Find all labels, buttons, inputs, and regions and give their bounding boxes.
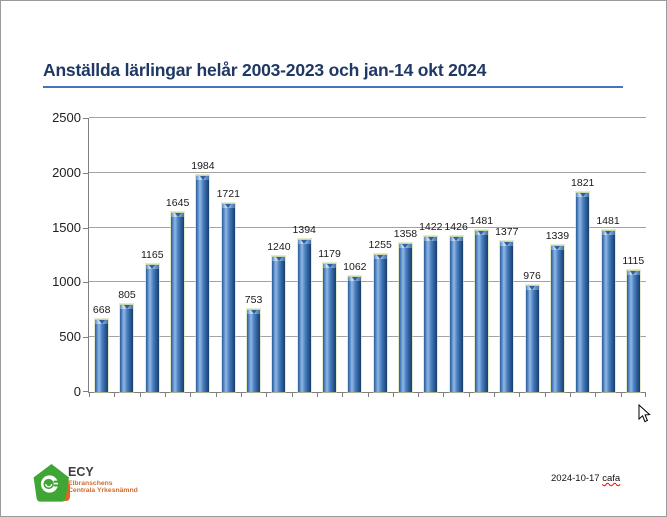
x-axis-tick (216, 392, 217, 397)
bar-value-label: 1821 (571, 177, 595, 189)
logo-subtext-line1: Elbranschens (68, 480, 113, 487)
bar-value-label: 1426 (444, 221, 468, 233)
bar-value-label: 668 (92, 304, 111, 316)
bar-2003 (95, 319, 109, 392)
bar-2020 (525, 285, 539, 392)
bar-2012 (323, 263, 337, 392)
chart-title: Anställda lärlingar helår 2003-2023 och … (43, 60, 487, 80)
plot-area: 0500100015002000250066820038052004116520… (52, 110, 646, 399)
x-axis-tick (393, 392, 394, 397)
mouse-cursor (638, 404, 651, 423)
bar-2022 (576, 192, 590, 392)
bar-value-label: 1481 (469, 215, 494, 227)
gridline (89, 171, 646, 173)
bar-2013 (348, 276, 362, 392)
bar-2005 (145, 264, 159, 392)
x-axis-tick (368, 392, 369, 397)
bar-2024 (626, 270, 640, 392)
bar-value-label: 1481 (596, 215, 620, 227)
bar-value-label: 1165 (140, 249, 164, 261)
x-axis-tick (595, 392, 596, 397)
gridline (89, 226, 646, 228)
ecy-logo-icon (33, 464, 70, 502)
logo-subtext-line2: Centrala Yrkesnämnd (68, 487, 138, 495)
date-text: 2024-10-17 (551, 473, 600, 484)
y-axis-tick (83, 172, 89, 174)
x-axis-tick (165, 392, 166, 397)
x-axis-tick (418, 392, 419, 397)
y-axis-tick-label: 500 (59, 329, 81, 345)
y-axis-tick (83, 227, 89, 229)
bar-value-label: 1984 (191, 160, 215, 172)
y-axis-tick-label: 1000 (52, 274, 81, 290)
bar-2017 (449, 236, 463, 392)
x-axis-tick (545, 392, 546, 397)
x-axis-tick (443, 392, 444, 397)
bar-2019 (500, 241, 514, 392)
x-axis-tick (494, 392, 495, 397)
x-axis-tick (114, 392, 115, 397)
logo-text: ECY (68, 465, 94, 479)
bar-value-label: 1422 (419, 221, 443, 233)
author-text: cafa (602, 473, 621, 484)
bar-value-label: 1240 (267, 241, 291, 253)
bar-value-label: 805 (118, 289, 136, 301)
x-axis-tick (292, 392, 293, 397)
x-axis-tick (621, 392, 622, 397)
x-axis-tick (140, 392, 141, 397)
bar-2023 (601, 230, 615, 392)
bar-value-label: 976 (523, 270, 541, 282)
y-axis-tick-label: 1500 (52, 219, 81, 235)
bar-value-label: 1115 (622, 255, 645, 267)
gridline (89, 117, 646, 118)
y-axis-tick (83, 337, 89, 339)
bar-2021 (550, 245, 564, 392)
x-axis-tick (89, 392, 90, 397)
y-axis-tick-label: 2500 (52, 110, 81, 125)
bar-value-label: 1255 (368, 239, 392, 251)
bar-value-label: 1394 (292, 224, 316, 236)
bar-value-label: 753 (244, 294, 263, 306)
y-axis-tick (83, 391, 89, 392)
y-axis-tick-label: 2000 (52, 164, 81, 180)
bar-2015 (398, 243, 412, 392)
x-axis-tick (317, 392, 318, 397)
y-axis-tick-label: 0 (73, 384, 81, 399)
x-axis-tick (241, 392, 242, 397)
logo-subtext: Elbranschens Centrala Yrkesnämnd (68, 480, 138, 495)
bar-value-label: 1377 (495, 226, 519, 238)
bar-value-label: 1062 (343, 261, 367, 273)
y-axis-tick (83, 282, 89, 284)
bar-value-label: 1339 (545, 230, 570, 242)
bar-2007 (196, 175, 210, 392)
x-axis-tick (645, 392, 646, 397)
bar-2016 (424, 236, 438, 392)
bar-value-label: 1645 (165, 197, 190, 209)
footer-date-line: 2024-10-17 cafa (551, 473, 620, 484)
bar-2009 (247, 309, 261, 392)
bar-value-label: 1179 (318, 248, 341, 260)
y-axis-tick (83, 118, 89, 119)
x-axis-tick (342, 392, 343, 397)
bar-value-label: 1358 (393, 228, 418, 240)
bar-2006 (171, 212, 185, 392)
x-axis-tick (190, 392, 191, 397)
gridline (89, 281, 646, 283)
bar-2014 (373, 254, 387, 392)
x-axis-tick (519, 392, 520, 397)
x-axis-tick (469, 392, 470, 397)
bar-2010 (272, 256, 286, 392)
x-axis-tick (266, 392, 267, 397)
bar-2018 (474, 230, 488, 392)
title-underline (43, 86, 623, 88)
bar-2008 (221, 203, 235, 392)
bar-value-label: 1721 (216, 188, 240, 200)
bar-2004 (120, 304, 134, 392)
bar-2011 (297, 239, 311, 392)
x-axis-tick (570, 392, 571, 397)
gridline (89, 336, 646, 338)
